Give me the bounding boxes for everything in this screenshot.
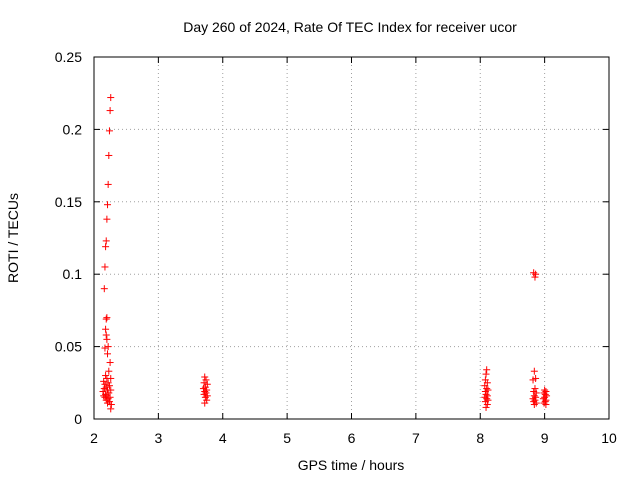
data-point [107, 94, 115, 102]
x-tick-label: 2 [90, 430, 98, 446]
y-tick-label: 0.2 [63, 121, 83, 137]
data-point [103, 215, 111, 223]
data-point [107, 401, 115, 409]
data-point [541, 390, 549, 398]
data-point [104, 201, 112, 209]
data-point [200, 379, 208, 387]
data-points [99, 94, 551, 413]
x-tick-label: 8 [476, 430, 484, 446]
x-axis-label: GPS time / hours [298, 457, 405, 473]
data-point [483, 401, 491, 409]
data-point [101, 344, 109, 352]
grid-lines [94, 57, 609, 419]
data-point [541, 393, 549, 401]
data-point [102, 331, 110, 339]
data-point [541, 398, 549, 406]
data-point [101, 380, 109, 388]
data-point [102, 237, 110, 245]
data-point [532, 270, 540, 278]
data-point [482, 370, 490, 378]
data-point [102, 396, 110, 404]
data-point [104, 343, 112, 351]
data-point [100, 385, 108, 393]
x-tick-label: 9 [541, 430, 549, 446]
data-point [482, 403, 490, 411]
data-point [530, 392, 538, 400]
data-point [481, 387, 489, 395]
x-tick-label: 5 [283, 430, 291, 446]
data-point [530, 367, 538, 375]
data-point [531, 273, 539, 281]
data-point [104, 399, 112, 407]
data-point [102, 325, 110, 333]
data-point [531, 396, 539, 404]
x-tick-label: 3 [154, 430, 162, 446]
data-point [102, 372, 110, 380]
data-point [100, 377, 108, 385]
data-point [201, 393, 209, 401]
data-point [103, 374, 111, 382]
x-tick-label: 10 [601, 430, 617, 446]
x-tick-labels: 2 3 4 5 6 7 8 9 10 [90, 430, 617, 446]
data-point [201, 373, 209, 381]
data-point [103, 314, 111, 322]
data-point [105, 127, 113, 135]
data-point [104, 350, 112, 358]
data-point [530, 269, 538, 277]
data-point [200, 390, 208, 398]
data-point [105, 367, 113, 375]
data-point [100, 392, 108, 400]
data-point [531, 385, 539, 393]
y-tick-label: 0.15 [55, 194, 82, 210]
x-tick-label: 6 [348, 430, 356, 446]
data-point [100, 285, 108, 293]
data-point [106, 107, 114, 115]
data-point [106, 359, 114, 367]
data-point [105, 382, 113, 390]
data-point [483, 366, 491, 374]
data-point [483, 395, 491, 403]
y-tick-label: 0.05 [55, 339, 82, 355]
y-tick-label: 0.1 [63, 266, 83, 282]
y-tick-label: 0 [74, 411, 82, 427]
data-point [201, 387, 209, 395]
data-point [103, 335, 111, 343]
y-tick-labels: 0 0.05 0.1 0.15 0.2 0.25 [55, 49, 82, 427]
data-point [102, 315, 110, 323]
data-point [530, 401, 538, 409]
data-point [107, 405, 115, 413]
data-point [529, 376, 537, 384]
y-axis-label: ROTI / TECUs [5, 193, 21, 283]
data-point [104, 379, 112, 387]
x-tick-label: 4 [219, 430, 227, 446]
data-point [101, 393, 109, 401]
data-point [483, 385, 491, 393]
data-point [541, 386, 549, 394]
chart-title: Day 260 of 2024, Rate Of TEC Index for r… [183, 19, 517, 35]
data-point [104, 180, 112, 188]
data-point [199, 385, 207, 393]
data-point [482, 390, 490, 398]
y-tick-label: 0.25 [55, 49, 82, 65]
data-point [542, 401, 550, 409]
data-point [105, 151, 113, 159]
data-point [101, 263, 109, 271]
data-point [102, 243, 110, 251]
plot-frame [93, 56, 610, 420]
data-point [201, 399, 209, 407]
x-tick-label: 7 [412, 430, 420, 446]
